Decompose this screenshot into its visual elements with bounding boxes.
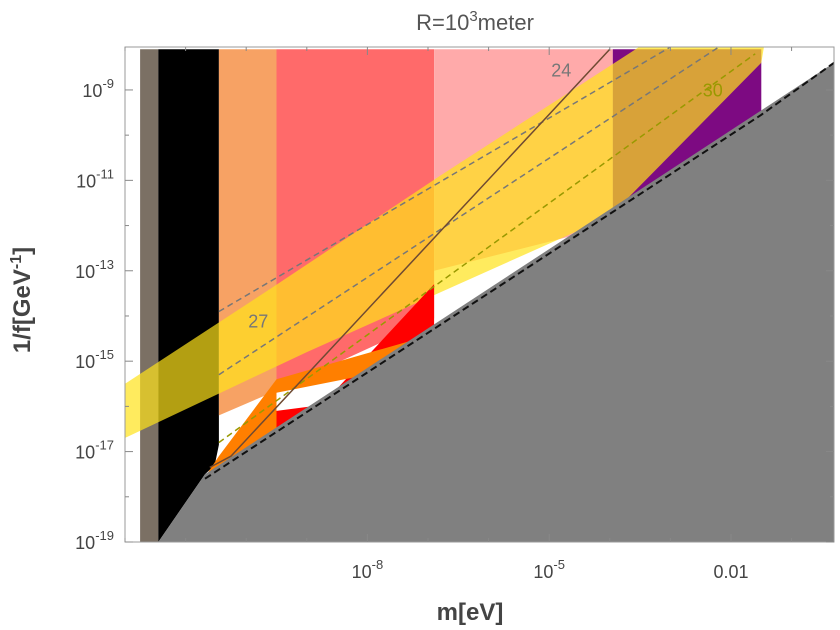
x-tick-label: 10-8 bbox=[352, 557, 384, 582]
y-tick-label: 10-15 bbox=[75, 347, 114, 372]
x-axis-title: m[eV] bbox=[437, 599, 504, 626]
gray-excluded-region bbox=[158, 62, 834, 542]
lines bbox=[204, 47, 834, 480]
y-axis-ticks: 10-9 10-11 10-13 10-15 10-17 10-19 bbox=[75, 76, 834, 553]
contour-label-27: 27 bbox=[248, 311, 268, 331]
yellow-sensitivity-band bbox=[125, 47, 764, 438]
contour-label-24: 24 bbox=[551, 60, 571, 80]
annotations: 24 27 30 bbox=[248, 60, 723, 331]
black-exclusion-band bbox=[158, 49, 219, 542]
y-tick-label: 10-19 bbox=[75, 528, 114, 553]
boundary-dashed-line bbox=[204, 61, 834, 480]
contour-24-line bbox=[218, 47, 671, 313]
y-tick-label: 10-17 bbox=[75, 438, 114, 463]
contour-label-30: 30 bbox=[703, 81, 723, 101]
y-tick-label: 10-11 bbox=[76, 166, 114, 191]
x-tick-label: 10-5 bbox=[533, 557, 565, 582]
y-axis-title: 1/f[GeV-1] bbox=[8, 247, 36, 353]
y-tick-label: 10-9 bbox=[82, 76, 114, 101]
regions bbox=[125, 47, 834, 542]
y-tick-label: 10-13 bbox=[75, 257, 114, 282]
brown-exclusion-band bbox=[140, 49, 159, 542]
chart-title: R=103meter bbox=[416, 8, 534, 35]
x-tick-label: 0.01 bbox=[713, 562, 748, 582]
plot-frame bbox=[124, 46, 835, 543]
x-axis-ticks: 10-8 10-5 0.01 bbox=[124, 47, 793, 582]
solid-diagonal-line bbox=[209, 48, 611, 469]
contour-30-line bbox=[218, 53, 756, 444]
